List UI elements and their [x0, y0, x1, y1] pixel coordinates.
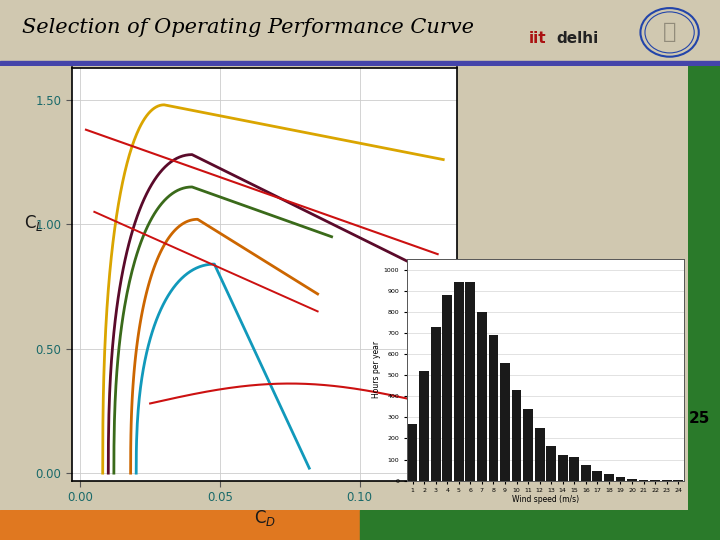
Bar — [488, 335, 498, 481]
Bar — [500, 362, 510, 481]
Bar — [593, 471, 603, 481]
Text: delhi: delhi — [557, 31, 599, 46]
Bar — [419, 371, 429, 481]
Text: Selection of Operating Performance Curve: Selection of Operating Performance Curve — [22, 18, 474, 37]
Bar — [431, 327, 441, 481]
Y-axis label: C$_L$: C$_L$ — [24, 213, 43, 233]
X-axis label: C$_D$: C$_D$ — [253, 508, 276, 528]
X-axis label: Wind speed (m/s): Wind speed (m/s) — [512, 495, 579, 504]
Bar — [523, 409, 533, 481]
Bar — [570, 457, 579, 481]
Bar — [512, 390, 521, 481]
Text: 25: 25 — [689, 411, 711, 426]
Bar — [442, 295, 452, 481]
Bar — [616, 477, 626, 481]
Bar — [546, 446, 556, 481]
Bar — [0, 60, 720, 66]
Bar — [627, 479, 637, 481]
Bar — [558, 455, 567, 481]
Text: 🔵: 🔵 — [663, 22, 676, 43]
Bar — [477, 312, 487, 481]
Bar — [535, 428, 544, 481]
Bar — [639, 480, 649, 481]
Y-axis label: Hours per year: Hours per year — [372, 341, 381, 399]
Bar — [0, 510, 360, 540]
Bar — [454, 282, 464, 481]
Bar — [408, 424, 418, 481]
Bar — [360, 510, 720, 540]
Bar — [465, 282, 475, 481]
Bar — [604, 474, 614, 481]
Text: iit: iit — [529, 31, 546, 46]
Bar — [581, 465, 590, 481]
Bar — [650, 480, 660, 481]
